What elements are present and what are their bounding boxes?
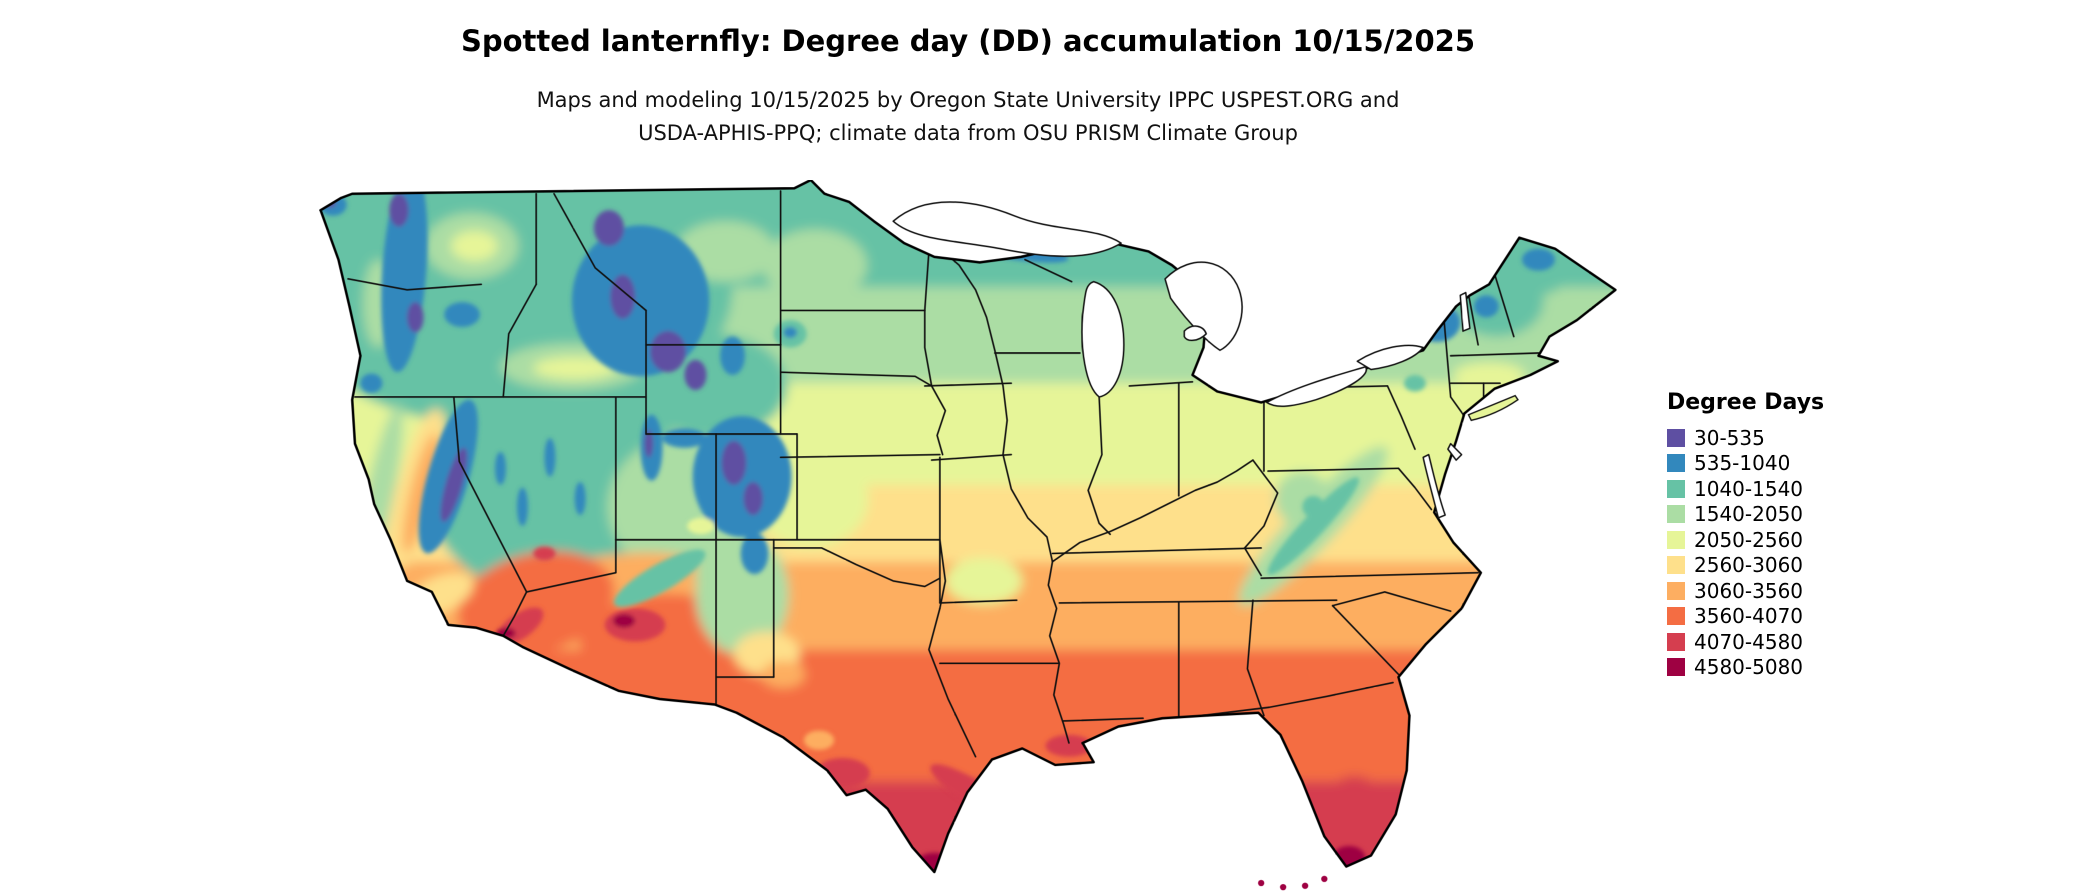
legend-swatch [1667, 607, 1685, 626]
legend-swatch [1667, 505, 1685, 524]
legend-label: 30-535 [1694, 425, 1765, 450]
florida-keys [1257, 875, 1328, 891]
legend-label: 1540-2050 [1694, 502, 1804, 527]
saginaw-bay [1183, 325, 1207, 342]
legend-entry: 4070-4580 [1667, 629, 1824, 655]
long-island [1467, 394, 1519, 422]
legend-label: 4070-4580 [1694, 629, 1804, 654]
legend-swatch [1667, 658, 1685, 677]
page-title: Spotted lanternfly: Degree day (DD) accu… [460, 24, 1475, 58]
legend-entry: 535-1040 [1667, 451, 1824, 477]
legend-swatch [1667, 632, 1685, 651]
legend-entry: 1040-1540 [1667, 476, 1824, 502]
legend-label: 535-1040 [1694, 451, 1791, 476]
state-borders [347, 190, 1540, 758]
delaware-bay [1447, 442, 1463, 461]
legend-entry: 3060-3560 [1667, 578, 1824, 604]
great-lakes [892, 201, 1471, 519]
degree-day-raster [320, 180, 1616, 873]
legend-label: 4580-5080 [1694, 655, 1804, 680]
legend-swatch [1667, 556, 1685, 575]
page-subtitle: Maps and modeling 10/15/2025 by Oregon S… [0, 84, 1936, 150]
legend-label: 3560-4070 [1694, 604, 1804, 629]
lake-michigan [1081, 280, 1125, 398]
lake-erie [1265, 365, 1368, 407]
lake-ontario [1356, 344, 1424, 371]
legend: Degree Days 30-535 535-1040 1040-1540 1540-… [1667, 390, 1824, 680]
legend-title: Degree Days [1667, 390, 1825, 415]
legend-entry: 1540-2050 [1667, 502, 1824, 528]
legend-swatch [1667, 454, 1685, 473]
legend-entry: 3560-4070 [1667, 604, 1824, 630]
legend-swatch [1667, 581, 1685, 600]
subtitle-line-2: USDA-APHIS-PPQ; climate data from OSU PR… [638, 121, 1298, 145]
chesapeake-bay [1422, 453, 1446, 519]
legend-swatch [1667, 530, 1685, 549]
legend-label: 2050-2560 [1694, 527, 1804, 552]
legend-label: 3060-3560 [1694, 578, 1804, 603]
subtitle-line-1: Maps and modeling 10/15/2025 by Oregon S… [536, 88, 1400, 112]
lake-huron [1164, 261, 1243, 352]
map-svg [319, 180, 1617, 891]
lake-superior [892, 201, 1122, 257]
legend-label: 1040-1540 [1694, 476, 1804, 501]
legend-entry: 4580-5080 [1667, 655, 1824, 681]
legend-entries: 30-535 535-1040 1040-1540 1540-2050 2050-256… [1667, 425, 1824, 680]
legend-swatch [1667, 428, 1685, 447]
us-degree-day-map [300, 180, 1625, 892]
legend-swatch [1667, 479, 1685, 498]
legend-label: 2560-3060 [1694, 553, 1804, 578]
legend-entry: 2050-2560 [1667, 527, 1824, 553]
lake-champlain [1459, 291, 1471, 332]
legend-entry: 2560-3060 [1667, 553, 1824, 579]
legend-entry: 30-535 [1667, 425, 1824, 451]
